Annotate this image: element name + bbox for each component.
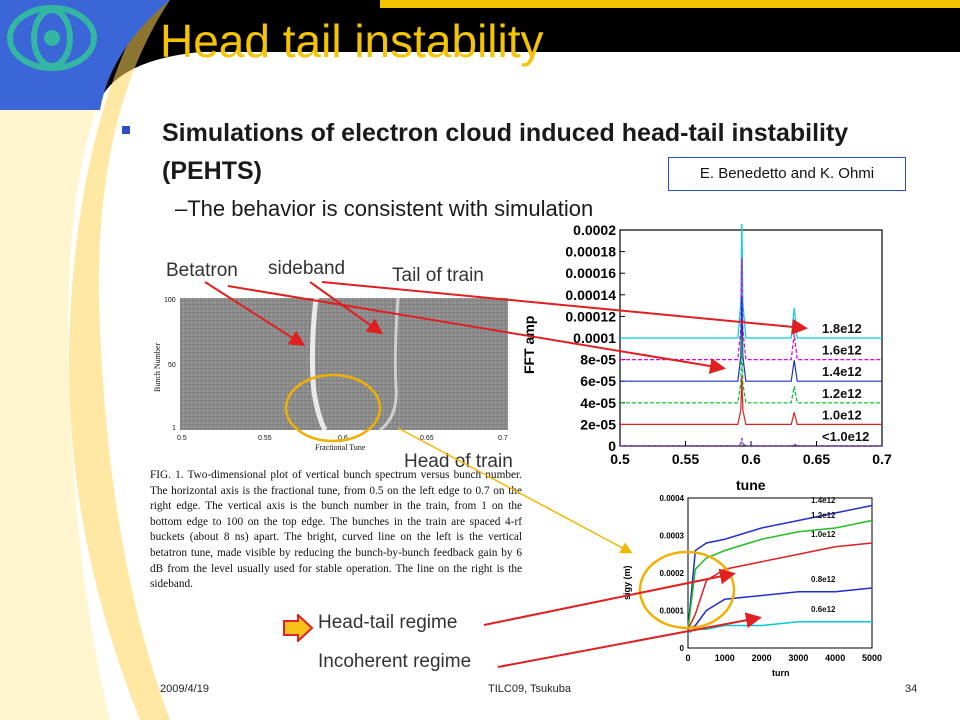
fft-series-label: 1.0e12 [822, 407, 862, 422]
fft-series-line [620, 257, 882, 361]
fft-series-label: 1.8e12 [822, 321, 862, 336]
spectrum-plot: Bunch Number 100 50 1 0.5 0.55 0.6 0.65 … [153, 297, 508, 452]
tail-of-train-label: Tail of train [392, 265, 484, 286]
sub-bullet: –The behavior is consistent with simulat… [175, 196, 594, 221]
fft-ytick-label: 8e-05 [580, 352, 616, 368]
spectrum-ytick-1: 1 [172, 425, 176, 432]
fft-series-label: 1.2e12 [822, 386, 862, 401]
fft-ytick-label: 0.0002 [573, 224, 616, 238]
fft-series-line [620, 376, 882, 425]
sigy-xtick-label: 4000 [825, 653, 845, 663]
spectrum-ylabel: Bunch Number [153, 343, 162, 392]
sigy-series-label: 1.4e12 [811, 496, 836, 505]
spectrum-ytick-50: 50 [168, 362, 176, 369]
sigy-ytick-label: 0.0002 [660, 569, 685, 578]
bullet-marker [122, 126, 130, 134]
fft-ytick-label: 4e-05 [580, 395, 616, 411]
fft-series-line [620, 336, 882, 404]
fft-amp-chart: 0.0002 0.00018 0.00016 0.00014 0.00012 0.0001… [521, 224, 892, 493]
spectrum-xtick-0: 0.5 [177, 435, 187, 442]
sigy-series-label: 1.2e12 [811, 511, 836, 520]
fft-xtick-label: 0.65 [803, 451, 830, 467]
sigy-series-line [687, 504, 873, 630]
fft-series-line [620, 437, 882, 447]
sigy-xtick-label: 1000 [715, 653, 735, 663]
sigy-series-label: 0.6e12 [811, 605, 836, 614]
fft-ytick-label: 0.00016 [565, 265, 616, 281]
fft-xtick-label: 0.55 [672, 451, 699, 467]
fft-ytick-label: 0.00012 [565, 308, 616, 324]
slide-title: Head tail instability [160, 15, 544, 67]
spectrum-xlabel: Fractional Tune [315, 443, 366, 452]
fft-ytick-label: 0.00018 [565, 244, 616, 260]
fft-ytick-label: 0.0001 [573, 330, 616, 346]
sideband-label: sideband [268, 258, 346, 279]
fft-ytick-label: 6e-05 [580, 373, 616, 389]
sigy-xtick-label: 3000 [788, 653, 808, 663]
fft-series-label: 1.6e12 [822, 343, 862, 358]
sigy-ytick-label: 0 [680, 644, 685, 653]
spectrum-xtick-4: 0.7 [498, 435, 508, 442]
fft-series-label: 1.4e12 [822, 364, 862, 379]
fft-xlabel: tune [736, 477, 766, 493]
sigy-xtick-label: 0 [685, 653, 690, 663]
head-tail-regime-label: Head-tail regime [318, 612, 458, 633]
sigy-xlabel: turn [772, 668, 790, 678]
footer-event: TILC09, Tsukuba [488, 683, 571, 695]
spectrum-xtick-3: 0.65 [420, 435, 434, 442]
footer-date: 2009/4/19 [160, 683, 209, 695]
sigy-xtick-label: 2000 [752, 653, 772, 663]
spectrum-ytick-100: 100 [164, 297, 176, 304]
fft-xtick-label: 0.6 [741, 451, 761, 467]
fft-ytick-label: 2e-05 [580, 416, 616, 432]
spectrum-xtick-1: 0.55 [258, 435, 272, 442]
spectrum-image [180, 298, 508, 430]
sigy-xtick-label: 5000 [862, 653, 882, 663]
fft-xtick-label: 0.7 [872, 451, 892, 467]
sigy-ytick-label: 0.0003 [660, 532, 685, 541]
main-bullet: Simulations of electron cloud induced he… [162, 119, 849, 185]
sigy-series-label: 1.0e12 [811, 530, 836, 539]
fft-xtick-label: 0.5 [610, 451, 630, 467]
fft-ylabel: FFT amp [521, 316, 537, 374]
fft-series-line [620, 297, 882, 382]
incoherent-regime-label: Incoherent regime [318, 651, 472, 672]
credit-box: E. Benedetto and K. Ohmi [668, 157, 906, 191]
sigy-series-label: 0.8e12 [811, 575, 836, 584]
logo-icon [7, 5, 97, 71]
footer-page-number: 34 [905, 683, 918, 695]
fft-series-label: <1.0e12 [822, 429, 869, 444]
fft-ytick-label: 0.00014 [565, 287, 616, 303]
sigy-ytick-label: 0.0001 [660, 607, 685, 616]
betatron-label: Betatron [166, 260, 238, 281]
arrow-right-icon [283, 614, 314, 642]
spectrum-xtick-2: 0.6 [338, 435, 348, 442]
figure-caption: FIG. 1. Two-dimensional plot of vertical… [150, 469, 522, 591]
sigy-ytick-label: 0.0004 [660, 494, 685, 503]
sigy-chart: 0.0004 0.0003 0.0002 0.0001 0 0 1000 2000 3000 4… [622, 494, 882, 678]
sigy-plot-area [687, 497, 873, 649]
sigy-ylabel: sigy (m) [622, 565, 632, 600]
